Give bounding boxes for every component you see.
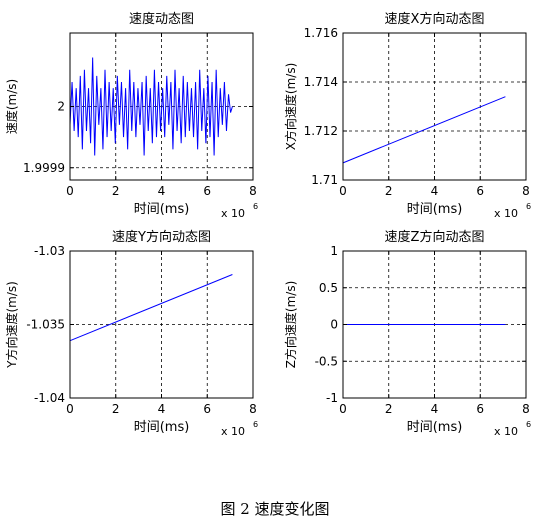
chart-title: 速度动态图 (129, 11, 194, 27)
x-axis-label: 时间(ms) (134, 202, 190, 217)
y-tick-label: -1.035 (26, 318, 65, 332)
x-tick-label: 4 (431, 184, 439, 198)
chart-title: 速度X方向动态图 (385, 11, 485, 27)
series-line (69, 274, 233, 342)
x-tick-label: 4 (158, 184, 166, 198)
chart-title: 速度Z方向动态图 (385, 229, 485, 245)
x-multiplier: x 10 (494, 207, 518, 220)
series-line (342, 96, 506, 164)
x-multiplier: x 10 (221, 425, 245, 438)
x-tick-label: 0 (339, 402, 347, 416)
y-tick-label: 0.5 (319, 281, 338, 295)
x-tick-label: 6 (476, 402, 484, 416)
y-tick-label: 1 (330, 244, 338, 258)
y-tick-label: 2 (57, 100, 65, 114)
x-tick-label: 2 (112, 402, 120, 416)
x-tick-label: 0 (66, 184, 74, 198)
x-tick-label: 4 (431, 402, 439, 416)
x-tick-label: 8 (249, 184, 257, 198)
y-tick-label: 1.712 (304, 124, 338, 138)
x-axis-label: 时间(ms) (407, 420, 463, 435)
x-axis-label: 时间(ms) (134, 420, 190, 435)
y-tick-label: -1 (326, 391, 338, 405)
y-tick-label: 1.9999 (23, 161, 65, 175)
y-tick-label: 1.716 (304, 26, 338, 40)
y-tick-label: 0 (330, 318, 338, 332)
series-line (69, 57, 233, 156)
x-tick-label: 2 (112, 184, 120, 198)
x-multiplier: x 10 (221, 207, 245, 220)
x-tick-label: 6 (476, 184, 484, 198)
x-tick-label: 4 (158, 402, 166, 416)
x-multiplier-exponent: 6 (253, 420, 258, 429)
figure-caption: 图 2 速度变化图 (220, 500, 330, 518)
y-tick-label: 1.71 (311, 173, 338, 187)
y-tick-label: -0.5 (315, 354, 338, 368)
chart-title: 速度Y方向动态图 (112, 229, 211, 245)
y-axis-label: Z方向速度(m/s) (283, 281, 298, 369)
x-multiplier-exponent: 6 (526, 202, 531, 211)
x-tick-label: 8 (522, 184, 530, 198)
y-tick-label: -1.03 (34, 244, 65, 258)
x-multiplier-exponent: 6 (526, 420, 531, 429)
x-tick-label: 2 (385, 184, 393, 198)
y-axis-label: Y方向速度(m/s) (4, 281, 19, 369)
y-axis-label: 速度(m/s) (4, 79, 19, 134)
y-tick-label: -1.04 (34, 391, 65, 405)
x-tick-label: 0 (339, 184, 347, 198)
x-multiplier-exponent: 6 (253, 202, 258, 211)
x-tick-label: 6 (203, 184, 211, 198)
x-tick-label: 0 (66, 402, 74, 416)
x-tick-label: 8 (522, 402, 530, 416)
x-axis-label: 时间(ms) (407, 202, 463, 217)
x-multiplier: x 10 (494, 425, 518, 438)
x-tick-label: 6 (203, 402, 211, 416)
y-axis-label: X方向速度(m/s) (283, 63, 298, 151)
x-tick-label: 2 (385, 402, 393, 416)
x-tick-label: 8 (249, 402, 257, 416)
y-tick-label: 1.714 (304, 75, 338, 89)
